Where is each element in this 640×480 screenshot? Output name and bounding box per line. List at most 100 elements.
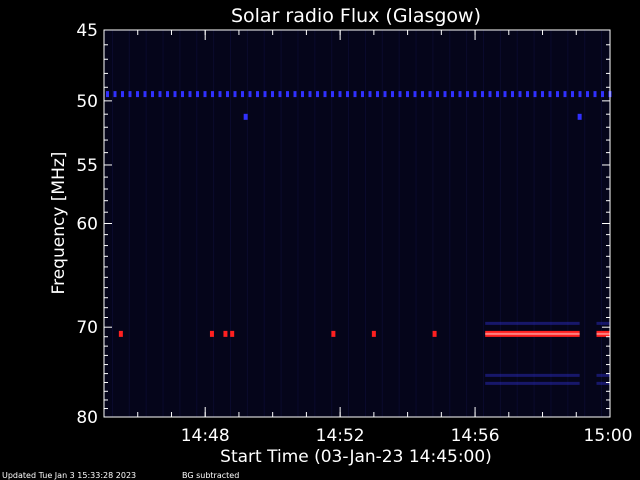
interference-dash	[563, 91, 567, 98]
interference-dash	[308, 91, 312, 98]
interference-dash	[211, 91, 214, 98]
x-tick-label: 15:00	[584, 426, 633, 446]
emission-halo	[485, 321, 580, 325]
interference-dash	[113, 91, 117, 98]
interference-dash	[203, 91, 207, 98]
y-tick-label: 55	[76, 156, 98, 176]
interference-dash	[451, 91, 454, 98]
x-tick-label: 14:56	[451, 426, 500, 446]
x-tick-label: 14:48	[181, 426, 230, 446]
interference-dash	[383, 91, 387, 98]
interference-dash	[526, 91, 529, 98]
interference-dash	[586, 91, 589, 98]
background-striation	[128, 30, 130, 417]
interference-dash	[443, 91, 447, 98]
axis-ticks: 45 50 55 60 70 80 14:48 14:52 14:56 15:00	[76, 21, 632, 446]
emission-dot	[331, 330, 336, 337]
footer-bg-subtracted: BG subtracted	[182, 471, 239, 480]
emission-band-core	[596, 332, 610, 335]
interference-dash	[503, 91, 507, 98]
emission-dot	[432, 330, 437, 337]
background-striation	[230, 30, 231, 417]
background-striation	[466, 30, 468, 417]
interference-dash	[398, 91, 402, 98]
interference-dash	[248, 91, 252, 98]
emission-dot	[223, 330, 228, 337]
interference-dash	[353, 91, 357, 98]
interference-dash	[391, 91, 394, 98]
emission-halo	[485, 381, 580, 385]
x-axis-label: Start Time (03-Jan-23 14:45:00)	[220, 447, 492, 467]
emission-halo	[485, 373, 580, 377]
background-striation	[584, 30, 586, 417]
interference-dash	[556, 91, 559, 98]
interference-dash	[196, 91, 199, 98]
interference-dash	[271, 91, 274, 98]
interference-dash	[413, 91, 417, 98]
plot-area	[104, 30, 610, 417]
interference-dash	[548, 91, 552, 98]
interference-dash	[466, 91, 469, 98]
interference-dash	[128, 91, 132, 98]
interference-dash	[188, 91, 192, 98]
chart-title: Solar radio Flux (Glasgow)	[231, 5, 481, 27]
background-striation	[280, 30, 282, 417]
interference-dash	[301, 91, 304, 98]
interference-dash	[263, 91, 267, 98]
interference-dash	[106, 91, 109, 98]
interference-dash	[436, 91, 439, 98]
emission-halo	[596, 373, 610, 377]
footer-updated: Updated Tue Jan 3 15:33:28 2023	[2, 471, 136, 480]
emission-halo	[596, 381, 610, 385]
emission-dot	[118, 330, 123, 337]
x-tick-label: 14:52	[316, 426, 365, 446]
emission-dot	[230, 330, 235, 337]
background-striation	[297, 30, 299, 417]
interference-dash	[406, 91, 409, 98]
interference-dash	[121, 91, 124, 98]
y-tick-label: 50	[76, 92, 98, 112]
interference-dash	[151, 91, 154, 98]
interference-dash	[578, 91, 582, 98]
interference-dash	[571, 91, 574, 98]
interference-dash	[593, 91, 597, 98]
interference-dash	[481, 91, 484, 98]
background-striation	[314, 30, 316, 417]
interference-dash	[218, 91, 222, 98]
interference-dash	[173, 91, 177, 98]
interference-dash	[136, 91, 139, 98]
interference-dash	[181, 91, 184, 98]
emission-dot	[371, 330, 376, 337]
y-tick-label: 45	[76, 21, 98, 41]
background-striation	[348, 30, 350, 417]
background-striation	[432, 30, 434, 417]
spectrogram-features	[106, 30, 612, 417]
interference-dash	[241, 91, 244, 98]
interference-dash	[158, 91, 162, 98]
interference-dash	[541, 91, 544, 98]
interference-dash	[511, 91, 514, 98]
background-striation	[179, 30, 181, 417]
interference-dash	[496, 91, 499, 98]
background-striation	[381, 30, 383, 417]
background-striation	[145, 30, 147, 417]
interference-dash	[458, 91, 462, 98]
interference-dash	[533, 91, 537, 98]
background-striation	[364, 30, 366, 417]
background-striation	[246, 30, 248, 417]
interference-dash	[233, 91, 237, 98]
interference-dash	[488, 91, 492, 98]
background-striation	[601, 30, 603, 417]
interference-dash	[518, 91, 522, 98]
interference-dash	[143, 91, 147, 98]
background-striation	[499, 30, 501, 417]
interference-dash	[428, 91, 432, 98]
interference-dash	[316, 91, 319, 98]
emission-dot	[577, 113, 582, 120]
y-tick-label: 60	[76, 215, 98, 235]
interference-dash	[376, 91, 379, 98]
interference-dash	[601, 91, 604, 98]
interference-dash	[323, 91, 327, 98]
